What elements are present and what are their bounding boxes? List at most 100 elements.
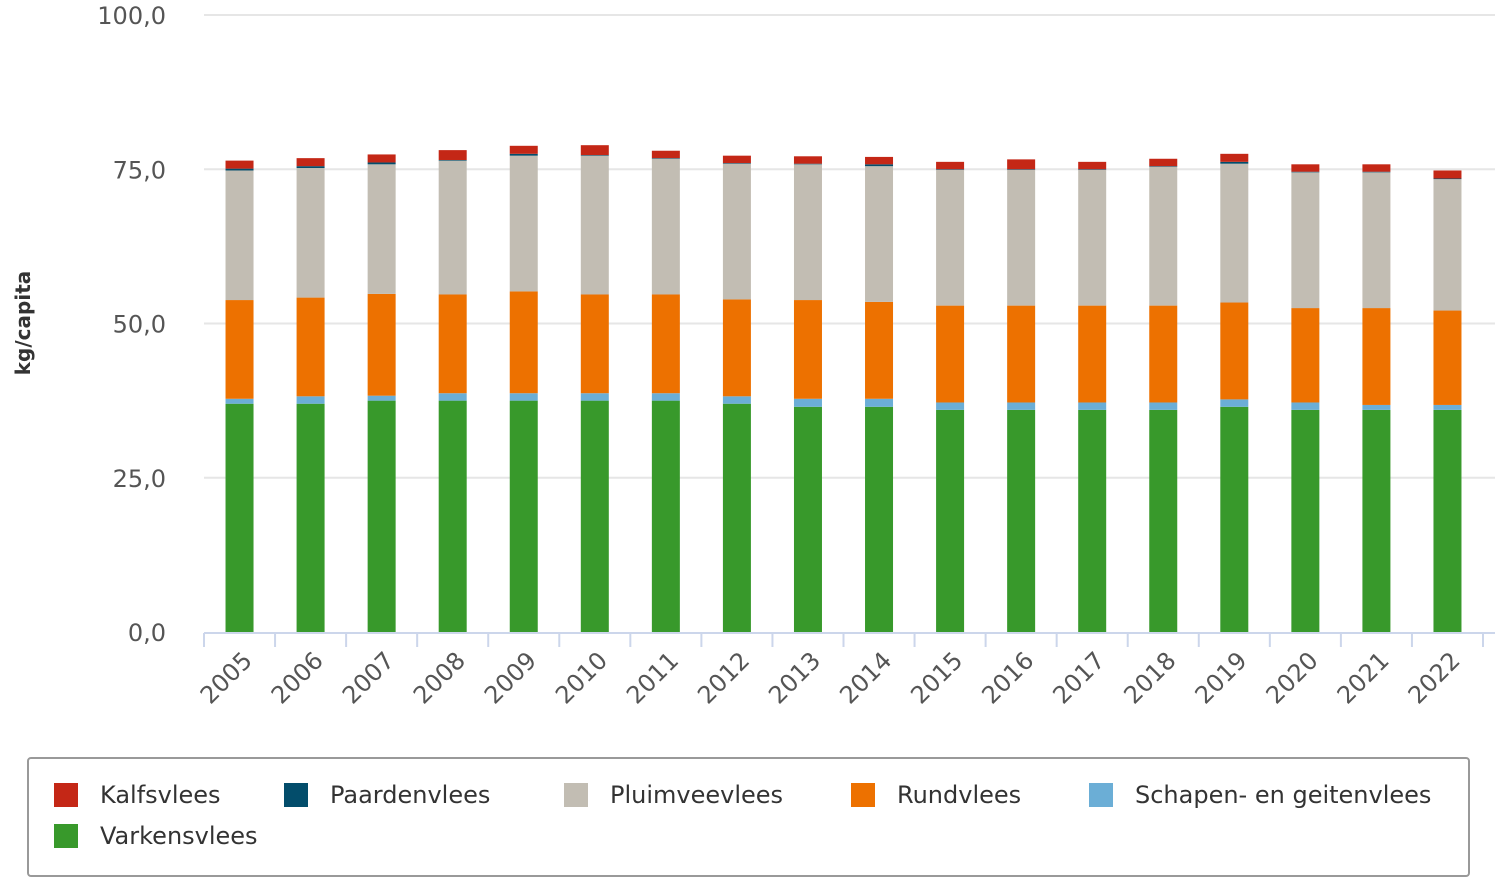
bar-segment bbox=[936, 161, 965, 170]
legend-item[interactable]: Varkensvlees bbox=[54, 822, 258, 850]
bar-segment bbox=[722, 155, 751, 164]
legend-label: Kalfsvlees bbox=[100, 781, 221, 809]
bar-segment bbox=[225, 300, 254, 399]
bar-segment bbox=[1078, 161, 1107, 170]
bar-segment bbox=[225, 403, 254, 632]
x-tick-label: 2017 bbox=[1047, 646, 1110, 709]
bar-segment bbox=[580, 155, 609, 295]
bar-segment bbox=[1149, 409, 1178, 632]
bar-segment bbox=[865, 166, 894, 302]
bar-segment bbox=[438, 294, 467, 394]
bar-segment bbox=[1220, 163, 1249, 303]
bar-segment bbox=[1362, 171, 1391, 173]
bar-segment bbox=[296, 166, 325, 169]
bar-segment bbox=[722, 163, 751, 164]
bar-segment bbox=[438, 160, 467, 295]
bar-segment bbox=[865, 301, 894, 399]
legend-item[interactable]: Rundvlees bbox=[851, 781, 1021, 809]
bar-segment bbox=[225, 168, 254, 171]
bar-segment bbox=[651, 158, 680, 295]
bar-segment bbox=[793, 156, 822, 164]
bar-segment bbox=[1362, 409, 1391, 632]
bar-segment bbox=[580, 155, 609, 156]
grid-lines bbox=[204, 14, 1495, 479]
x-tick-label: 2014 bbox=[834, 646, 897, 709]
bar-segment bbox=[1149, 166, 1178, 167]
bar-segment bbox=[865, 164, 894, 167]
x-tick-label: 2015 bbox=[905, 646, 968, 709]
bar-segment bbox=[225, 398, 254, 404]
x-tick-label: 2022 bbox=[1403, 646, 1466, 709]
bar-segment bbox=[1433, 404, 1462, 410]
legend-swatch bbox=[54, 783, 78, 807]
bar-segment bbox=[367, 162, 396, 165]
bar-segment bbox=[1007, 305, 1036, 403]
x-tick-label: 2007 bbox=[337, 646, 400, 709]
x-tick-label: 2012 bbox=[692, 646, 755, 709]
bar-segment bbox=[1149, 166, 1178, 306]
bar-segment bbox=[296, 297, 325, 397]
legend-label: Paardenvlees bbox=[330, 781, 491, 809]
bar-segment bbox=[367, 400, 396, 632]
bar-segment bbox=[296, 158, 325, 167]
y-tick-label: 100,0 bbox=[97, 2, 166, 30]
x-tick-label: 2020 bbox=[1261, 646, 1324, 709]
bar-segment bbox=[651, 393, 680, 401]
bar-segment bbox=[296, 403, 325, 632]
bar-segment bbox=[1078, 402, 1107, 410]
bar-segment bbox=[793, 300, 822, 399]
y-axis-label: kg/capita bbox=[11, 271, 35, 376]
legend-label: Pluimveevlees bbox=[610, 781, 784, 809]
x-tick-label: 2018 bbox=[1119, 646, 1182, 709]
x-tick-label: 2010 bbox=[550, 646, 613, 709]
bar-segment bbox=[1291, 164, 1320, 172]
bar-segment bbox=[1007, 169, 1036, 170]
bar-segment bbox=[936, 305, 965, 403]
bar-segment bbox=[438, 393, 467, 401]
bar-segment bbox=[580, 393, 609, 401]
legend-item[interactable]: Schapen- en geitenvlees bbox=[1089, 781, 1431, 809]
bar-segment bbox=[793, 406, 822, 632]
bar-segment bbox=[225, 170, 254, 301]
x-tick-label: 2021 bbox=[1332, 646, 1395, 709]
bar-segment bbox=[509, 291, 538, 394]
legend-swatch bbox=[1089, 783, 1113, 807]
legend-item[interactable]: Kalfsvlees bbox=[54, 781, 221, 809]
bar-segment bbox=[580, 145, 609, 156]
y-tick-label: 0,0 bbox=[128, 619, 166, 647]
legend-label: Schapen- en geitenvlees bbox=[1135, 781, 1432, 809]
bar-segment bbox=[722, 396, 751, 404]
bar-segment bbox=[651, 400, 680, 632]
bar-segment bbox=[1149, 402, 1178, 410]
bar-segment bbox=[936, 402, 965, 410]
legend-swatch bbox=[54, 824, 78, 848]
legend-item[interactable]: Pluimveevlees bbox=[564, 781, 783, 809]
bar-segment bbox=[1220, 399, 1249, 407]
bar-segment bbox=[865, 398, 894, 407]
chart-area: 0,0 25,0 50,0 75,0 100,0 2005 2006 2007 2008 2009… bbox=[11, 2, 1495, 709]
bar-segment bbox=[225, 160, 254, 169]
bar-segment bbox=[1291, 409, 1320, 632]
bar-segment bbox=[1291, 172, 1320, 309]
bar-segment bbox=[296, 396, 325, 404]
bar-segment bbox=[580, 400, 609, 632]
bar-segment bbox=[865, 156, 894, 165]
x-tick-label: 2019 bbox=[1190, 646, 1253, 709]
legend: Kalfsvlees Paardenvlees Pluimveevlees Rundv… bbox=[27, 757, 1470, 877]
x-tick-label: 2011 bbox=[621, 646, 684, 709]
bar-segment bbox=[1220, 153, 1249, 162]
bar-segment bbox=[296, 168, 325, 298]
bar-segment bbox=[367, 154, 396, 163]
bar-segment bbox=[936, 409, 965, 632]
bar-segment bbox=[1433, 179, 1462, 311]
bar-segment bbox=[1007, 159, 1036, 170]
bar-segment bbox=[438, 159, 467, 161]
bar-segment bbox=[509, 155, 538, 292]
bar-segment bbox=[1220, 302, 1249, 400]
legend-item[interactable]: Paardenvlees bbox=[284, 781, 490, 809]
bar-segment bbox=[1007, 169, 1036, 306]
y-tick-label: 75,0 bbox=[113, 156, 166, 184]
bar-segment bbox=[1149, 158, 1178, 167]
bar-segment bbox=[1291, 308, 1320, 403]
x-tick-label: 2006 bbox=[266, 646, 329, 709]
